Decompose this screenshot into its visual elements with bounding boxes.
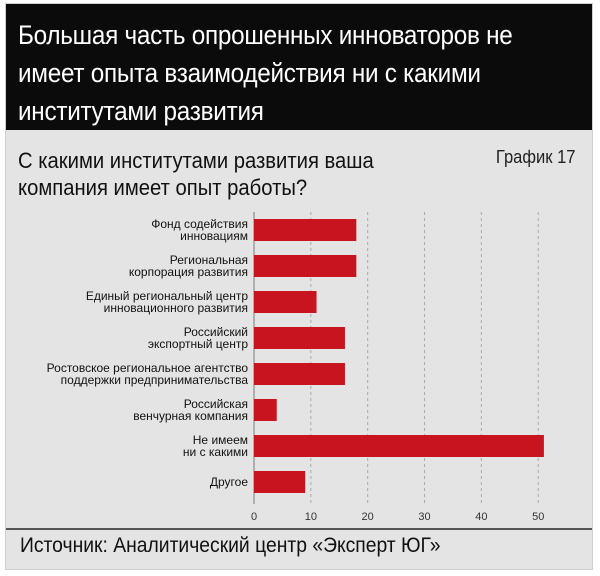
- graph-number: График 17: [496, 147, 576, 167]
- category-label: Российский: [184, 325, 248, 339]
- bar: [254, 435, 544, 457]
- category-label: Российская: [184, 397, 248, 411]
- source-note: Источник: Аналитический центр «Эксперт Ю…: [20, 534, 441, 557]
- category-label: поддержки предпринимательства: [61, 373, 249, 387]
- x-tick-label: 10: [305, 511, 317, 523]
- category-label: Не имеем: [193, 433, 248, 447]
- category-label: Фонд содействия: [151, 217, 248, 231]
- category-label: экспортный центр: [148, 337, 248, 351]
- category-label: Региональная: [170, 253, 248, 267]
- chart-question: С какими институтами развития ваша компа…: [18, 148, 374, 200]
- bar: [254, 471, 306, 493]
- bar: [254, 399, 277, 421]
- bar: [254, 255, 357, 277]
- header-banner: Большая часть опрошенных инноваторов не …: [6, 4, 592, 130]
- bar: [254, 363, 345, 385]
- bar: [254, 219, 357, 241]
- category-label: инновациям: [180, 229, 248, 243]
- category-label: ни с какими: [183, 445, 248, 459]
- infographic-panel: Большая часть опрошенных инноваторов не …: [5, 3, 593, 570]
- bar: [254, 327, 345, 349]
- divider: [6, 528, 592, 530]
- category-label: Единый региональный центр: [86, 289, 248, 303]
- category-label: Ростовское региональное агентство: [47, 361, 249, 375]
- x-tick-label: 0: [251, 511, 257, 523]
- x-tick-label: 20: [362, 511, 374, 523]
- category-label: венчурная компания: [133, 409, 248, 423]
- bar: [254, 291, 317, 313]
- category-label: корпорация развития: [129, 265, 248, 279]
- headline: Большая часть опрошенных инноваторов не …: [18, 20, 513, 126]
- category-label: Другое: [210, 475, 248, 489]
- x-tick-label: 50: [532, 511, 544, 523]
- x-tick-label: 30: [418, 511, 430, 523]
- x-tick-label: 40: [475, 511, 487, 523]
- category-label: инновационного развития: [104, 301, 248, 315]
